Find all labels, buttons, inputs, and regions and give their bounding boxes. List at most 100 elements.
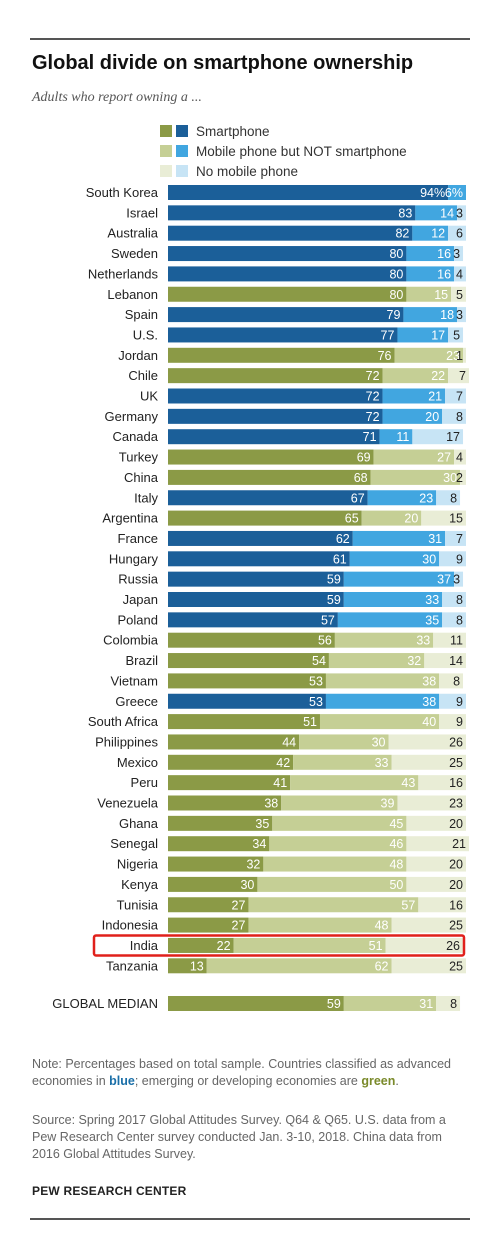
- bar-russia-segment-1: [168, 571, 344, 587]
- bar-chile-segment-1: [168, 368, 383, 384]
- bar-greece-segment-2: [325, 693, 440, 709]
- data-label-italy-segment-1: 67: [351, 491, 365, 505]
- data-label-lebanon-segment-3: 5: [456, 288, 463, 302]
- data-label-chile-segment-1: 72: [366, 369, 380, 383]
- bar-germany-segment-3: [442, 408, 466, 424]
- data-label-senegal-segment-3: 21: [452, 837, 466, 851]
- bar-colombia-segment-2: [334, 632, 434, 648]
- data-label-chile-segment-2: 22: [431, 369, 445, 383]
- highlight-box-india: [92, 934, 466, 957]
- data-label-india-segment-1: 22: [217, 939, 231, 953]
- data-label-venezuela-segment-3: 23: [449, 797, 463, 811]
- bar-chile-segment-2: [382, 368, 449, 384]
- row-label-venezuela: Venezuela: [97, 796, 158, 811]
- bar-mexico-segment-3: [391, 754, 466, 770]
- bar-kenya-segment-2: [257, 876, 407, 892]
- bar-sweden-segment-1: [168, 246, 407, 262]
- row-label-china: China: [124, 470, 159, 485]
- data-label-russia-segment-2: 37: [437, 573, 451, 587]
- bar-germany-segment-1: [168, 408, 383, 424]
- bar-argentina-segment-3: [421, 510, 466, 526]
- legend-swatch-green: [160, 125, 172, 137]
- data-label-indonesia-segment-3: 25: [449, 919, 463, 933]
- bar-hungary-segment-2: [349, 551, 440, 567]
- bar-uk-segment-3: [445, 388, 466, 404]
- data-label-jordan-segment-1: 76: [378, 349, 392, 363]
- data-label-kenya-segment-1: 30: [240, 878, 254, 892]
- bar-philippines-segment-2: [299, 734, 389, 750]
- row-label-hungary: Hungary: [109, 551, 159, 566]
- bar-tunisia-segment-1: [168, 897, 249, 913]
- bar-venezuela-segment-1: [168, 795, 282, 811]
- data-label-u-s-segment-1: 77: [381, 328, 395, 342]
- data-label-colombia-segment-1: 56: [318, 634, 332, 648]
- data-label-nigeria-segment-2: 48: [389, 858, 403, 872]
- bar-argentina-segment-2: [361, 510, 422, 526]
- bar-vietnam-segment-2: [325, 673, 440, 689]
- data-label-italy-segment-3: 8: [450, 491, 457, 505]
- bar-tunisia-segment-3: [418, 897, 466, 913]
- bar-china-segment-2: [370, 469, 461, 485]
- row-label-lebanon: Lebanon: [107, 287, 158, 302]
- data-label-tunisia-segment-3: 16: [449, 898, 463, 912]
- bar-u-s-segment-2: [397, 327, 449, 343]
- row-label-canada: Canada: [112, 429, 158, 444]
- data-label-israel-segment-1: 83: [398, 206, 412, 220]
- chart-title: Global divide on smartphone ownership: [32, 52, 414, 74]
- bar-japan-segment-2: [343, 592, 443, 607]
- row-label-france: France: [118, 531, 158, 546]
- data-label-australia-segment-3: 6: [456, 227, 463, 241]
- data-label-sweden-segment-3: 3: [453, 247, 460, 261]
- data-label-lebanon-segment-1: 80: [389, 288, 403, 302]
- data-label-jordan-segment-2: 23: [446, 349, 460, 363]
- bottom-rule: [30, 1218, 470, 1220]
- bar-nigeria-segment-2: [263, 856, 407, 872]
- data-label-ghana-segment-3: 20: [449, 817, 463, 831]
- data-label-netherlands-segment-1: 80: [389, 267, 403, 281]
- legend-label: Smartphone: [196, 123, 270, 139]
- row-label-india: India: [130, 938, 159, 953]
- data-label-argentina-segment-2: 20: [404, 512, 418, 526]
- bar-netherlands-segment-1: [168, 266, 407, 282]
- row-label-vietnam: Vietnam: [111, 673, 158, 688]
- data-label-france-segment-3: 7: [456, 532, 463, 546]
- bar-sweden-segment-3: [454, 246, 464, 262]
- data-label-brazil-segment-3: 14: [449, 654, 463, 668]
- bar-hungary-segment-1: [168, 551, 350, 567]
- bar-nigeria-segment-3: [406, 856, 466, 872]
- data-label-indonesia-segment-2: 48: [375, 919, 389, 933]
- bar-ghana-segment-3: [406, 815, 466, 831]
- data-label-sweden-segment-1: 80: [389, 247, 403, 261]
- data-label-greece-segment-1: 53: [309, 695, 323, 709]
- bar-peru-segment-1: [168, 775, 291, 791]
- data-label-kenya-segment-2: 50: [389, 878, 403, 892]
- bar-brazil-segment-1: [168, 653, 329, 669]
- legend-label: Mobile phone but NOT smartphone: [196, 143, 407, 159]
- bar-india-segment-3: [385, 937, 464, 953]
- bar-nigeria-segment-1: [168, 856, 264, 872]
- bar-ghana-segment-1: [168, 815, 273, 831]
- bar-france-segment-2: [352, 530, 446, 546]
- data-label-u-s-segment-2: 17: [431, 328, 445, 342]
- chart-subtitle: Adults who report owning a ...: [32, 90, 202, 105]
- data-label-china-segment-1: 68: [354, 471, 368, 485]
- bar-turkey-segment-3: [454, 449, 466, 465]
- bar-australia-segment-2: [412, 225, 449, 241]
- row-label-germany: Germany: [105, 409, 159, 424]
- row-label-japan: Japan: [123, 592, 158, 607]
- data-label-uk-segment-1: 72: [366, 390, 380, 404]
- data-label-russia-segment-1: 59: [327, 573, 341, 587]
- bar-tunisia-segment-2: [248, 897, 419, 913]
- data-label-vietnam-segment-3: 8: [453, 674, 460, 688]
- bar-italy-segment-2: [367, 490, 437, 506]
- row-label-australia: Australia: [107, 226, 158, 241]
- row-label-ghana: Ghana: [119, 816, 159, 831]
- row-label-south-africa: South Africa: [88, 714, 159, 729]
- bar-kenya-segment-3: [406, 876, 466, 892]
- bar-global-median-segment-3: [436, 996, 461, 1011]
- data-label-ghana-segment-2: 45: [389, 817, 403, 831]
- bar-ghana-segment-2: [272, 815, 407, 831]
- data-label-colombia-segment-3: 11: [450, 634, 463, 648]
- data-label-germany-segment-3: 8: [456, 410, 463, 424]
- bar-turkey-segment-2: [373, 449, 455, 465]
